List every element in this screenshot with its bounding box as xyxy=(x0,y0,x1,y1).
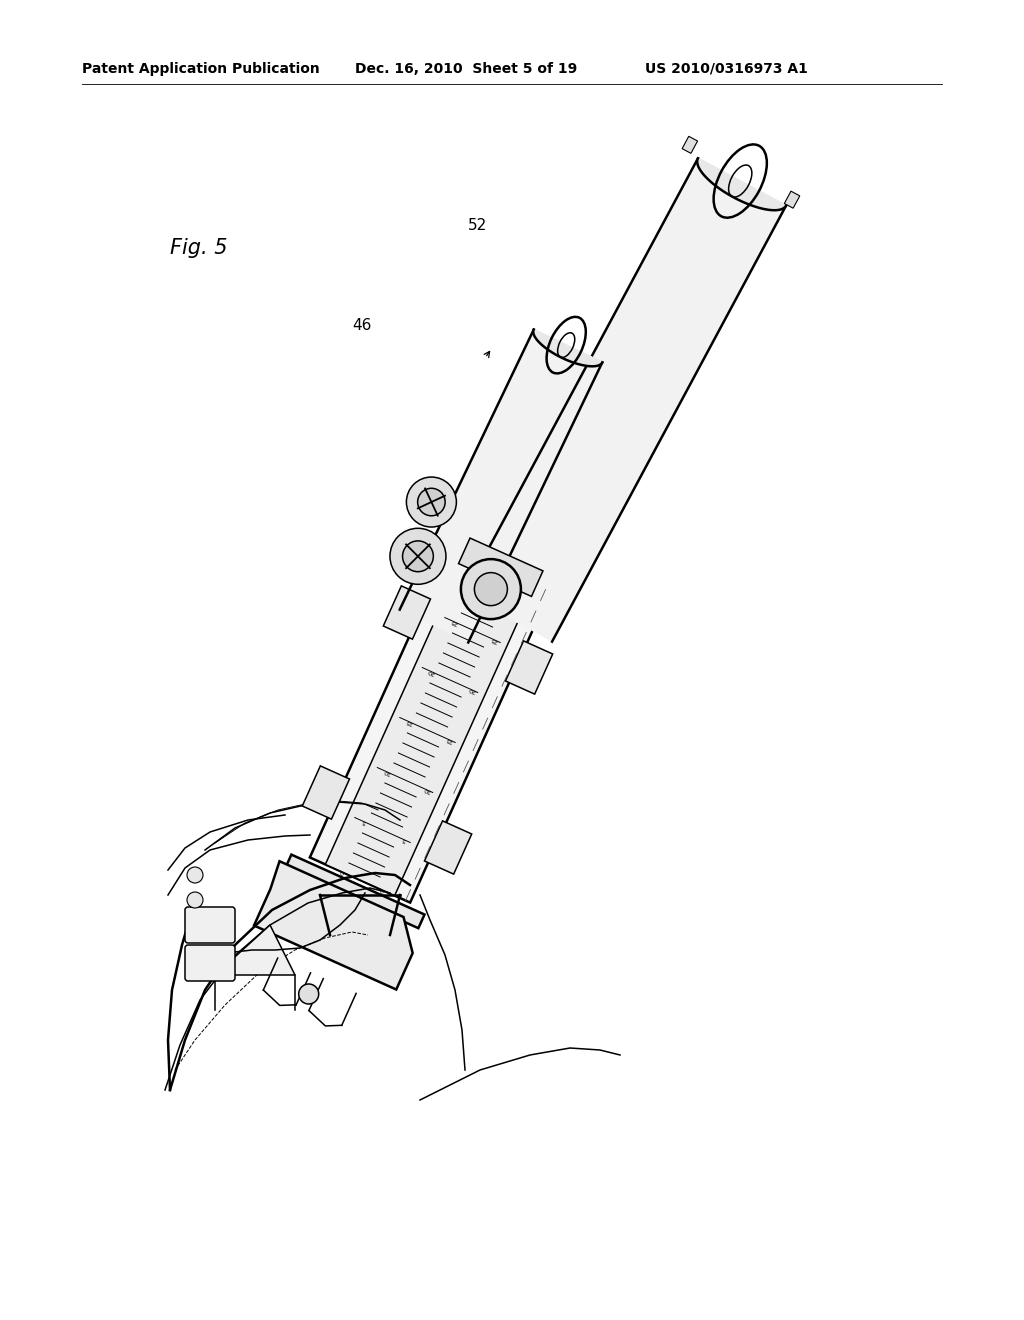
Text: 25: 25 xyxy=(450,618,459,626)
Text: 30: 30 xyxy=(512,586,521,594)
Polygon shape xyxy=(399,330,602,643)
Polygon shape xyxy=(286,854,425,928)
Circle shape xyxy=(407,477,457,527)
Text: Fig. 5: Fig. 5 xyxy=(170,238,227,257)
Text: 46: 46 xyxy=(352,318,372,333)
Circle shape xyxy=(187,892,203,908)
Bar xyxy=(784,191,800,209)
Bar xyxy=(682,136,697,153)
Polygon shape xyxy=(302,766,349,820)
Text: 5: 5 xyxy=(401,837,408,843)
Text: Patent Application Publication: Patent Application Publication xyxy=(82,62,319,77)
FancyBboxPatch shape xyxy=(185,907,234,942)
Text: 10: 10 xyxy=(422,785,431,793)
Text: Dec. 16, 2010  Sheet 5 of 19: Dec. 16, 2010 Sheet 5 of 19 xyxy=(355,62,578,77)
Text: 25: 25 xyxy=(489,636,499,644)
Text: 0: 0 xyxy=(379,887,385,892)
Polygon shape xyxy=(697,158,786,210)
Polygon shape xyxy=(459,539,543,597)
Polygon shape xyxy=(310,557,545,903)
Text: 20: 20 xyxy=(467,686,476,694)
Text: 30: 30 xyxy=(472,568,481,576)
Circle shape xyxy=(390,528,445,585)
Polygon shape xyxy=(425,821,472,874)
Polygon shape xyxy=(506,642,553,694)
Polygon shape xyxy=(326,565,529,895)
Circle shape xyxy=(418,488,445,516)
Text: 15: 15 xyxy=(444,737,454,743)
Polygon shape xyxy=(383,586,430,639)
Polygon shape xyxy=(215,925,295,975)
Text: 20: 20 xyxy=(427,668,436,676)
Polygon shape xyxy=(254,861,413,990)
Circle shape xyxy=(187,867,203,883)
Text: 10: 10 xyxy=(382,768,391,776)
Circle shape xyxy=(402,541,433,572)
Circle shape xyxy=(299,983,318,1005)
Text: 52: 52 xyxy=(468,218,487,234)
Text: US 2010/0316973 A1: US 2010/0316973 A1 xyxy=(645,62,808,77)
Text: 0: 0 xyxy=(339,869,344,875)
Polygon shape xyxy=(464,158,786,642)
FancyBboxPatch shape xyxy=(185,945,234,981)
Text: 15: 15 xyxy=(404,718,414,726)
Circle shape xyxy=(461,560,521,619)
Text: 5: 5 xyxy=(361,818,367,825)
Polygon shape xyxy=(534,330,602,367)
Circle shape xyxy=(474,573,508,606)
